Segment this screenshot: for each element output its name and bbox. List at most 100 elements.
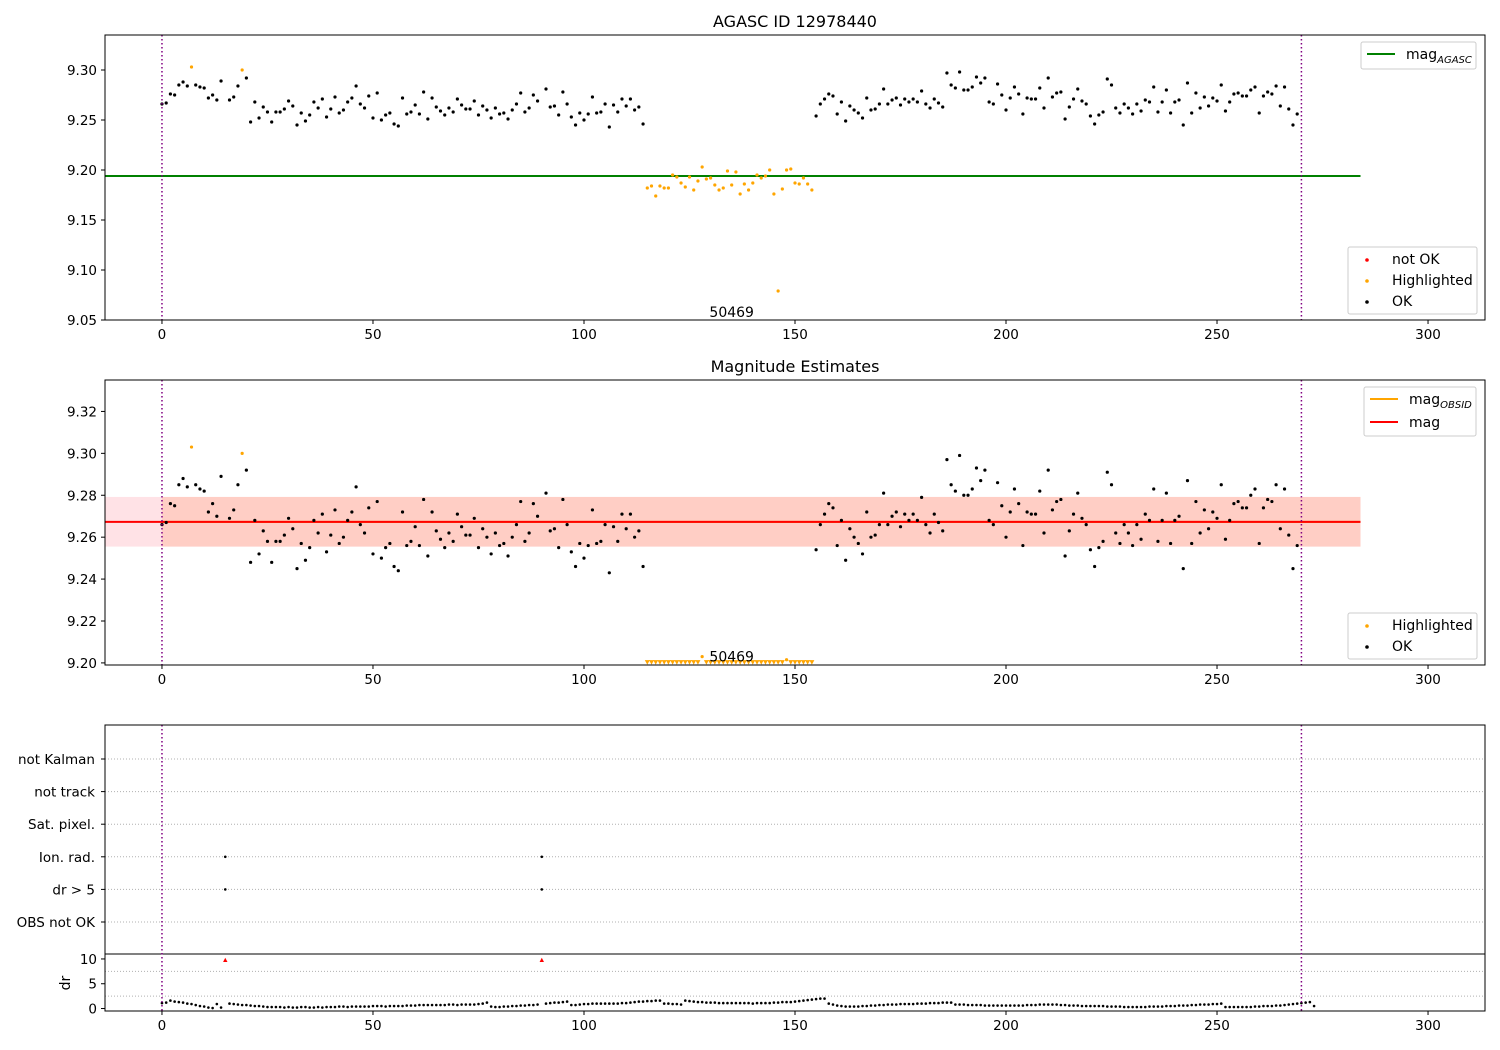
dr-point [751,1002,755,1005]
estimates-point-ok [198,487,202,491]
agasc-point-highlighted [730,183,734,187]
agasc-point-ok [460,103,464,107]
dr-point [966,1003,970,1007]
agasc-point-ok [941,105,945,109]
agasc-point-ok [308,113,312,117]
dr-point [363,1005,366,1008]
agasc-point-ok [983,76,987,80]
estimates-point-ok [312,518,316,523]
estimates-point-ok [1012,487,1017,491]
estimates-point-ok [932,512,936,516]
dr-point [819,997,822,1000]
panel-magnitude-estimates-obsid-label: 50469 [709,650,754,666]
dr-point [827,1002,831,1005]
estimates-point-ok [827,502,831,506]
agasc-point-ok [1215,99,1219,103]
agasc-point-ok [413,103,417,107]
agasc-point-ok [924,102,928,106]
agasc-point-ok [1080,99,1084,103]
dr-point [1072,1004,1075,1007]
estimates-x-tick-label: 100 [571,672,597,688]
estimates-point-ok [303,558,308,562]
agasc-point-ok [181,80,185,84]
estimates-point-ok [367,506,371,510]
panel-magnitude-estimates-point-legend-box [1347,612,1478,660]
agasc-point-ok [506,117,510,121]
estimates-point-highlighted-offscale [691,660,697,665]
agasc-point-ok [531,93,535,97]
estimates-point-ok [468,533,472,537]
agasc-point-ok [1038,86,1042,90]
dr-point [1122,1005,1126,1009]
estimates-point-ok [320,512,324,516]
estimates-point-ok [257,552,261,556]
estimates-point-ok [523,539,527,543]
agasc-point-ok [519,91,523,95]
estimates-point-highlighted-offscale [800,660,806,665]
dr-point [1262,1004,1265,1008]
agasc-point-ok [1084,102,1088,106]
agasc-point-highlighted [645,186,649,190]
agasc-point-ok [991,102,995,106]
dr-point [350,1005,354,1008]
agasc-point-ok [1282,85,1287,89]
flags-x-tick-label: 150 [782,1018,808,1034]
agasc-point-highlighted [649,184,654,188]
dr-point [177,1000,181,1004]
agasc-point-ok [911,97,915,101]
estimates-x-tick-label: 250 [1204,672,1230,688]
dr-point [1080,1004,1084,1008]
dr-point [1160,1005,1164,1008]
estimates-point-highlighted-offscale [720,660,726,665]
dr-point [523,1004,527,1007]
estimates-point-ok [991,522,995,527]
agasc-point-ok [1244,94,1249,98]
dr-point [245,1003,248,1007]
dr-point [515,1004,518,1008]
dr-point [1274,1004,1278,1007]
estimates-point-ok [472,516,476,520]
dr-point [857,1005,860,1008]
dr-point [1257,1005,1261,1008]
dr-y-tick-label: 5 [88,977,97,993]
dr-point [616,1002,620,1005]
agasc-point-highlighted [784,168,789,172]
dr-point [954,1003,957,1006]
estimates-point-ok [898,525,903,529]
estimates-point-highlighted-offscale [674,660,680,665]
estimates-point-ok [1185,478,1190,483]
dr-point [532,1003,535,1007]
flag-category-label: Sat. pixel. [28,817,95,833]
dr-point [865,1004,869,1008]
dr-point [456,1003,459,1007]
agasc-point-ok [316,106,320,110]
agasc-point-ok [202,86,206,90]
estimates-point-highlighted-offscale [771,660,777,665]
agasc-point-ok [1109,83,1114,87]
dr-point [667,1002,670,1005]
dr-point [738,1001,742,1005]
dr-point [198,1004,202,1008]
estimates-point-ok [1093,564,1097,569]
dr-point [650,999,653,1003]
estimates-point-ok [945,458,949,462]
estimates-point-ok [1266,497,1270,502]
estimates-point-ok [422,497,426,502]
dr-point [1152,1005,1156,1008]
dr-point [316,1005,320,1009]
estimates-point-ok [299,541,303,546]
estimates-point-ok [1240,506,1244,510]
agasc-point-highlighted [679,181,683,185]
agasc-point-ok [1139,109,1143,113]
estimates-point-ok [611,525,616,529]
agasc-point-ok [476,113,481,117]
estimates-point-ok [578,541,582,546]
dr-point [1236,1005,1240,1009]
dr-point [911,1002,915,1006]
dr-point [797,999,801,1003]
dr-point [899,1002,902,1006]
dr-point [700,1000,704,1004]
legend-highlighted-label: Highlighted [1392,618,1473,634]
agasc-point-ok [852,108,856,112]
dr-point [734,1001,738,1005]
